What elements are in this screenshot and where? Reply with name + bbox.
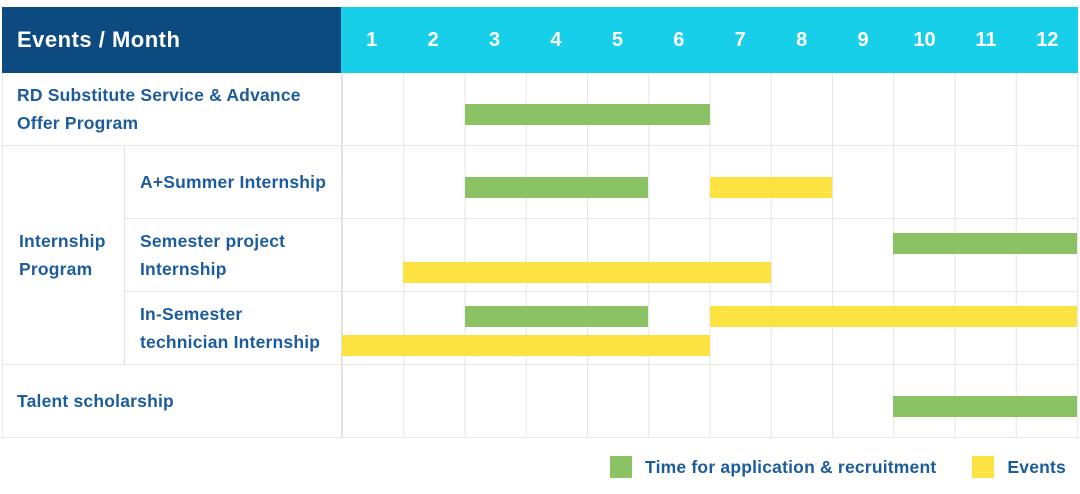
row-label: Talent scholarship — [3, 365, 342, 438]
row-timeline — [342, 365, 1077, 438]
month-header-cell: 6 — [673, 28, 685, 51]
row-label: RD Substitute Service & Advance Offer Pr… — [3, 73, 342, 146]
gantt-table: Events / Month 1 2 3 4 5 6 7 8 9 10 11 1… — [2, 7, 1078, 438]
table-row: A+Summer Internship — [125, 146, 1077, 219]
table-row: Talent scholarship — [3, 365, 1077, 438]
legend-label-application: Time for application & recruitment — [645, 456, 937, 477]
events-bar — [709, 177, 832, 198]
row-timeline — [342, 219, 1077, 292]
month-header-cell: 5 — [611, 28, 623, 51]
table-row: Semester project Internship — [125, 219, 1077, 292]
application-color-swatch — [610, 456, 633, 478]
application-bar — [893, 396, 1077, 417]
row-timeline — [342, 146, 1077, 219]
application-bar — [893, 233, 1077, 254]
month-header-cell: 1 — [366, 28, 378, 51]
application-bar — [464, 104, 710, 125]
events-bar — [403, 262, 771, 283]
group-rows: A+Summer Internship Semester project Int… — [125, 146, 1077, 365]
internship-program-group: Internship Program A+Summer Internship S… — [3, 146, 1077, 365]
legend-label-events: Events — [1007, 456, 1066, 477]
events-bar — [342, 335, 710, 356]
row-label: Semester project Internship — [125, 219, 342, 292]
legend: Time for application & recruitment Event… — [610, 456, 1066, 478]
month-header-cell: 12 — [1036, 28, 1059, 51]
month-header-cell: 10 — [913, 28, 936, 51]
legend-item-application: Time for application & recruitment — [610, 456, 936, 478]
month-header-cell: 2 — [427, 28, 439, 51]
row-label: A+Summer Internship — [125, 146, 342, 219]
month-header-cell: 9 — [857, 28, 869, 51]
application-bar — [464, 177, 649, 198]
corner-header-label: Events / Month — [17, 27, 181, 52]
legend-item-events: Events — [972, 456, 1066, 478]
events-bar — [709, 306, 1077, 327]
row-label: In-Semester technician Internship — [125, 292, 342, 365]
month-header-cell: 7 — [734, 28, 746, 51]
month-header-cell: 4 — [550, 28, 562, 51]
row-timeline — [342, 73, 1077, 146]
month-header-cell: 11 — [975, 28, 997, 51]
corner-header: Events / Month — [2, 7, 341, 73]
table-body: RD Substitute Service & Advance Offer Pr… — [2, 73, 1078, 438]
row-timeline — [342, 292, 1077, 365]
month-header-cell: 8 — [796, 28, 808, 51]
header-row: Events / Month 1 2 3 4 5 6 7 8 9 10 11 1… — [2, 7, 1078, 73]
table-row: RD Substitute Service & Advance Offer Pr… — [3, 73, 1077, 146]
month-header-cell: 3 — [488, 28, 501, 51]
application-bar — [464, 306, 649, 327]
table-row: In-Semester technician Internship — [125, 292, 1077, 365]
month-header: 1 2 3 4 5 6 7 8 9 10 11 12 — [341, 7, 1078, 73]
events-color-swatch — [972, 456, 995, 478]
group-label: Internship Program — [3, 146, 125, 365]
